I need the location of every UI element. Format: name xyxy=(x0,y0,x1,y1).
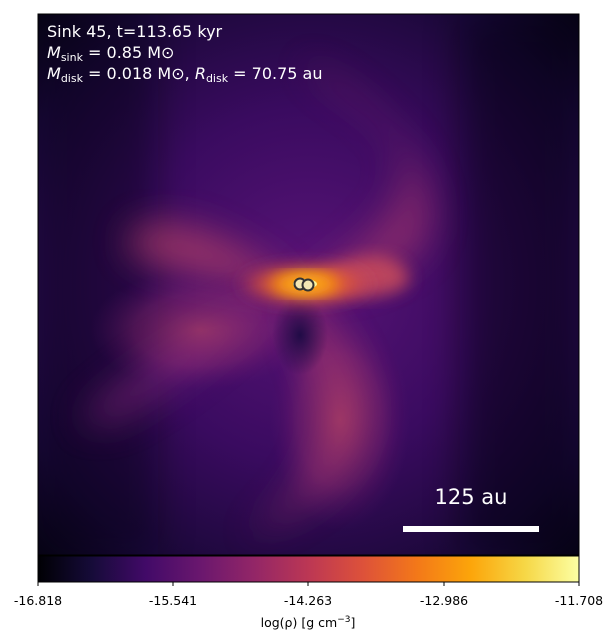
colorbar-tick-label: -11.708 xyxy=(555,593,603,608)
colorbar-tick-label: -16.818 xyxy=(14,593,62,608)
scalebar-label: 125 au xyxy=(435,485,508,509)
sink-particles xyxy=(293,277,315,292)
colorbar: -16.818 -15.541 -14.263 -12.986 -11.708 … xyxy=(14,555,603,630)
sink-title: Sink 45, t=113.65 kyr xyxy=(47,22,223,41)
colorbar-tick-label: -14.263 xyxy=(284,593,332,608)
density-map xyxy=(38,14,579,555)
sink-mass-label: Msink = 0.85 M⊙ xyxy=(47,43,174,64)
colorbar-tick-label: -15.541 xyxy=(149,593,197,608)
colorbar-tick-label: -12.986 xyxy=(420,593,468,608)
disk-properties-label: Mdisk = 0.018 M⊙, Rdisk = 70.75 au xyxy=(47,64,323,85)
colorbar-label: log(ρ) [g cm−3] xyxy=(261,615,356,630)
sink-marker xyxy=(301,278,315,292)
scalebar xyxy=(403,526,539,532)
